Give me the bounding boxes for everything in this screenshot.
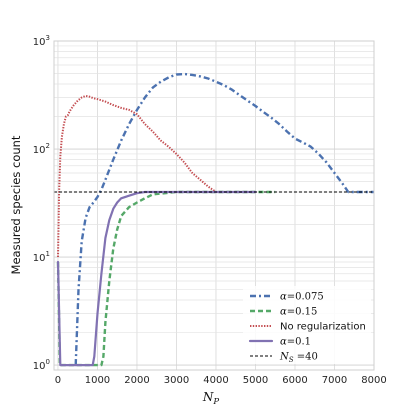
series-line-3	[56, 190, 257, 367]
legend-label-3: α=0.1	[280, 337, 311, 348]
series-line-0	[74, 72, 374, 366]
x-tick-label: 4000	[203, 375, 228, 386]
series-line-1	[56, 190, 276, 367]
x-tick-label: 1000	[85, 375, 110, 386]
plot-frame	[53, 40, 375, 371]
x-tick-label: 8000	[361, 375, 386, 386]
x-axis-title: NP	[202, 390, 220, 407]
x-tick-label: 3000	[164, 375, 189, 386]
x-tick-labels: 0 1000 2000 3000 4000 5000 6000 7000 8000	[55, 375, 387, 386]
x-tick-label: 2000	[124, 375, 149, 386]
y-tick-labels: 100 101 102 103	[33, 34, 50, 372]
y-axis-title: Measured species count	[9, 135, 23, 274]
x-tick-label: 5000	[243, 375, 268, 386]
legend-label-4: NS =40	[279, 352, 318, 365]
series-line-2	[57, 94, 217, 258]
y-tick-label: 102	[33, 142, 50, 156]
y-tick-label: 101	[33, 250, 50, 264]
x-tick-label: 6000	[282, 375, 307, 386]
legend-label-2: No regularization	[280, 322, 366, 333]
x-tick-label: 7000	[322, 375, 347, 386]
x-tick-label: 0	[55, 375, 61, 386]
legend-label-0: α=0.075	[280, 292, 324, 303]
legend-label-1: α=0.15	[280, 307, 317, 318]
legend: α=0.075 α=0.15 No regularization α=0.1 NS =4…	[243, 286, 371, 364]
y-tick-label: 103	[33, 34, 50, 48]
y-tick-label: 100	[33, 358, 50, 372]
series-layer	[54, 72, 374, 367]
